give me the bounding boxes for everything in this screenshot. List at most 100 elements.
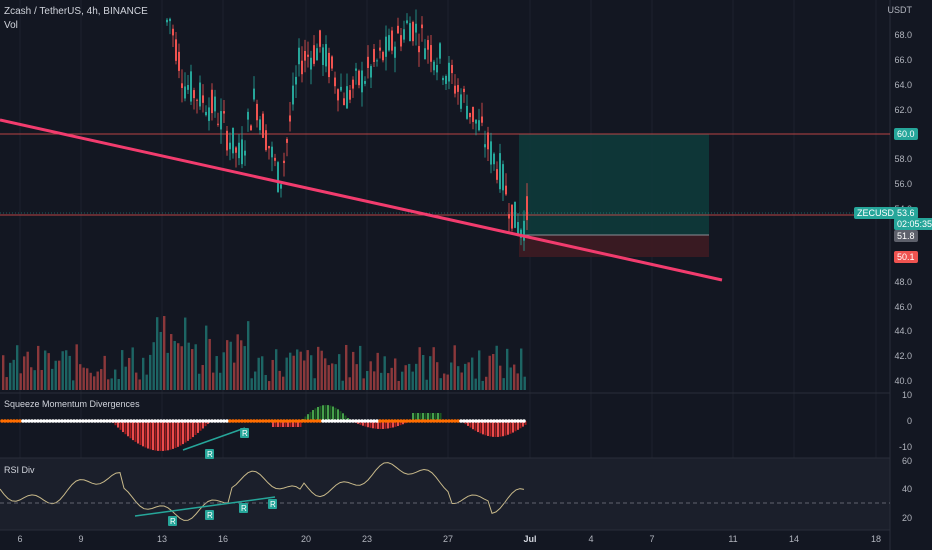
momentum-bar	[119, 421, 122, 430]
time-tick: 7	[649, 534, 655, 544]
squeeze-dot	[486, 419, 490, 423]
volume-bar	[303, 360, 306, 390]
volume-bar	[128, 357, 131, 390]
squeeze-dot	[138, 419, 142, 423]
momentum-bar	[277, 421, 279, 427]
candle-body	[214, 96, 216, 112]
candle-body	[466, 105, 468, 119]
squeeze-dot	[375, 419, 379, 423]
momentum-bar	[272, 421, 274, 427]
momentum-bar	[139, 421, 142, 445]
momentum-bar	[337, 409, 339, 421]
squeeze-dot	[360, 419, 364, 423]
momentum-bar	[174, 421, 177, 448]
squeeze-dot	[426, 419, 430, 423]
squeeze-dot	[66, 419, 70, 423]
volume-bar	[51, 368, 54, 390]
candle-body	[265, 130, 267, 151]
time-tick: 16	[217, 534, 229, 544]
volume-bar	[404, 365, 407, 390]
volume-bar	[464, 363, 467, 390]
squeeze-dot	[351, 419, 355, 423]
volume-bar	[275, 349, 278, 390]
volume-bar	[443, 373, 446, 390]
candle-body	[523, 220, 525, 241]
squeeze-dot	[105, 419, 109, 423]
volume-bar	[145, 374, 148, 390]
candle-body	[244, 150, 246, 156]
squeeze-dot	[246, 419, 250, 423]
candle-body	[427, 40, 429, 50]
candle-body	[187, 85, 189, 90]
squeeze-dot	[219, 419, 223, 423]
symbol-title[interactable]: Zcash / TetherUS, 4h, BINANCE	[4, 6, 148, 17]
rsi-line	[0, 462, 525, 521]
volume-bar	[492, 354, 495, 390]
volume-bar	[93, 376, 96, 390]
volume-bar	[425, 379, 428, 390]
squeeze-dot	[393, 419, 397, 423]
volume-bar	[292, 355, 295, 390]
volume-bar	[82, 367, 85, 390]
squeeze-dot	[495, 419, 499, 423]
currency-label: USDT	[887, 5, 913, 15]
momentum-bar	[159, 421, 162, 451]
momentum-bar	[134, 421, 137, 442]
momentum-bar	[389, 421, 392, 429]
squeeze-label[interactable]: Squeeze Momentum Divergences	[4, 399, 140, 409]
squeeze-dot	[300, 419, 304, 423]
volume-bar	[79, 364, 82, 390]
momentum-bar	[314, 408, 317, 421]
candle-body	[256, 103, 258, 121]
momentum-bar	[502, 421, 504, 437]
squeeze-dot	[159, 419, 163, 423]
volume-bar	[117, 379, 120, 390]
momentum-bar	[499, 421, 502, 437]
volume-bar	[222, 352, 225, 390]
rsi-divergence-marker	[205, 510, 214, 520]
squeeze-tick-0: 0	[906, 416, 912, 426]
volume-bar	[401, 371, 404, 390]
volume-bar	[30, 367, 33, 390]
candle-body	[325, 44, 327, 67]
candle-body	[301, 60, 303, 75]
squeeze-dot	[477, 419, 481, 423]
volume-bar	[198, 373, 201, 390]
volume-bar	[296, 349, 299, 390]
squeeze-dot	[51, 419, 55, 423]
momentum-bar	[319, 405, 322, 421]
candle-body	[391, 30, 393, 51]
volume-bar	[68, 355, 71, 390]
squeeze-dot	[45, 419, 49, 423]
squeeze-dot	[342, 419, 346, 423]
candle-body	[172, 28, 174, 36]
candle-body	[352, 79, 354, 89]
volume-bar	[306, 350, 309, 390]
squeeze-dot	[102, 419, 106, 423]
stop-zone	[519, 235, 709, 257]
momentum-bar	[519, 421, 522, 429]
squeeze-dot	[162, 419, 166, 423]
candle-body	[418, 46, 420, 53]
momentum-bar	[382, 421, 384, 429]
volume-bar	[240, 340, 243, 390]
volume-bar	[138, 379, 141, 390]
squeeze-dot	[27, 419, 31, 423]
candle-body	[292, 85, 294, 105]
volume-label[interactable]: Vol	[4, 20, 18, 31]
momentum-bar	[129, 421, 132, 439]
candle-body	[460, 94, 462, 109]
momentum-bar	[377, 421, 379, 429]
squeeze-dot	[501, 419, 505, 423]
momentum-bar	[329, 405, 332, 421]
momentum-bar	[479, 421, 482, 434]
rsi-marker-3: R	[241, 504, 247, 513]
time-tick: 27	[442, 534, 454, 544]
squeeze-dot	[96, 419, 100, 423]
momentum-bar	[167, 421, 169, 451]
rsi-label[interactable]: RSI Div	[4, 465, 35, 475]
candle-body	[457, 85, 459, 92]
volume-bar	[257, 357, 260, 390]
rsi-tick-40: 40	[901, 484, 912, 494]
